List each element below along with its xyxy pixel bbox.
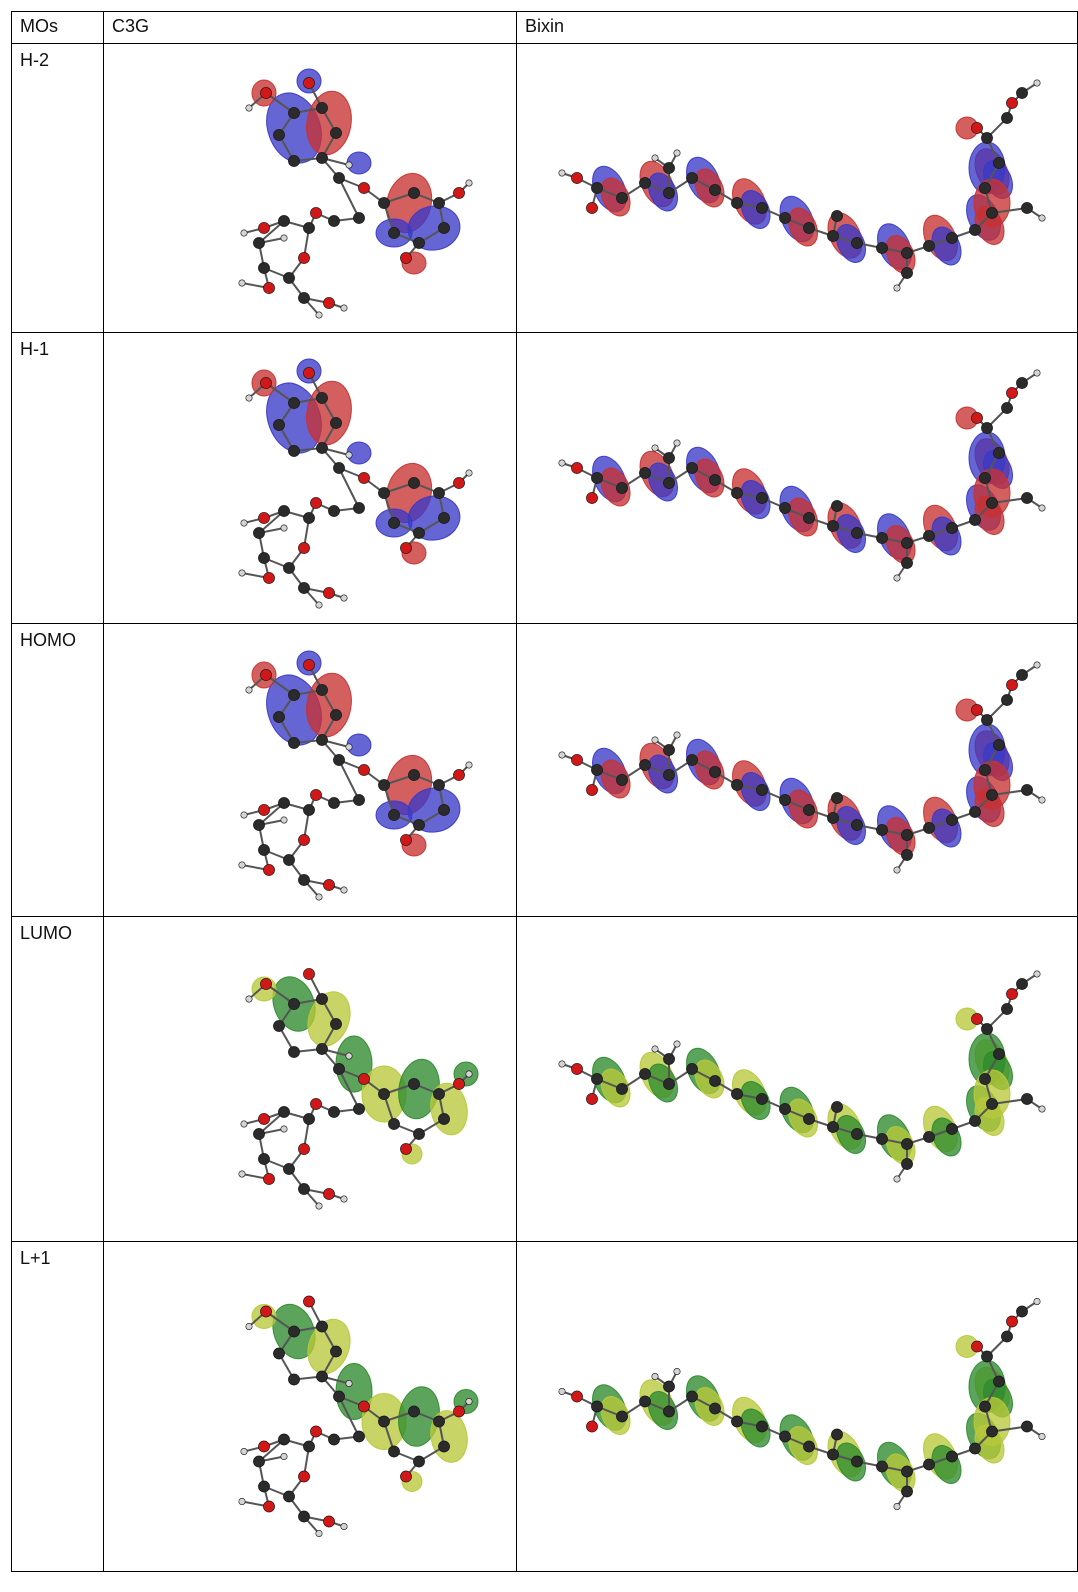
header-bixin: Bixin [516,11,1078,44]
header-mos: MOs [11,11,104,44]
mo-label: L+1 [11,1241,104,1572]
header-row: MOs C3G Bixin [11,11,1078,44]
c3g-orbital-image [103,1241,517,1572]
header-c3g: C3G [103,11,517,44]
bixin-orbital-image [516,1241,1078,1572]
table-row: LUMO [11,916,1078,1242]
bixin-orbital-image [516,916,1078,1242]
table-row: HOMO [11,623,1078,917]
mo-label: LUMO [11,916,104,1242]
table-row: L+1 [11,1241,1078,1572]
bixin-orbital-image [516,43,1078,333]
c3g-orbital-image [103,332,517,624]
mo-table: MOs C3G Bixin H-2 H-1 HOMO LUMO L+1 [11,11,1078,1572]
bixin-orbital-image [516,623,1078,917]
table-row: H-1 [11,332,1078,624]
mo-label: H-1 [11,332,104,624]
mo-label: HOMO [11,623,104,917]
table-row: H-2 [11,43,1078,333]
mo-label: H-2 [11,43,104,333]
bixin-orbital-image [516,332,1078,624]
c3g-orbital-image [103,916,517,1242]
c3g-orbital-image [103,623,517,917]
c3g-orbital-image [103,43,517,333]
